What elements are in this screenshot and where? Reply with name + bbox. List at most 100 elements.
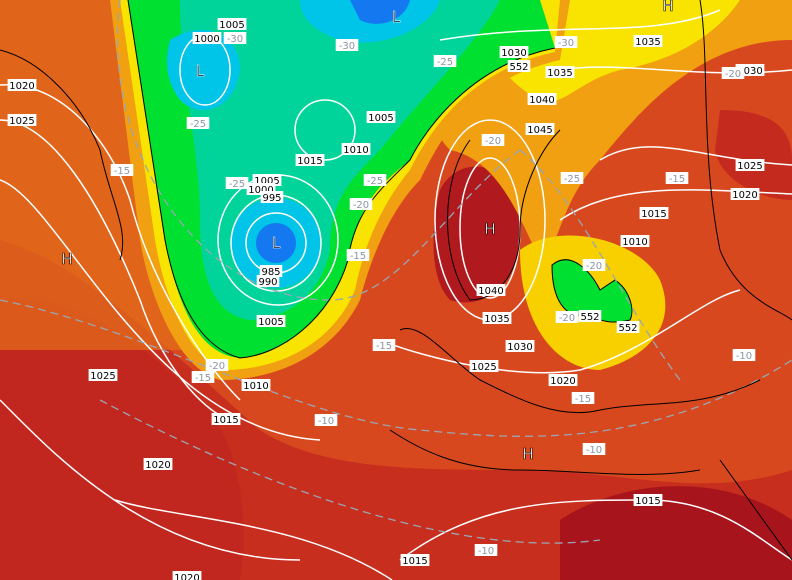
blue-region-low	[256, 223, 296, 263]
isobar-label-box	[295, 154, 325, 166]
isobar-label-box	[7, 79, 37, 91]
isobar-label: 1010	[343, 145, 368, 156]
isobar-label: 1030	[737, 66, 762, 77]
isotherm-label: -15	[669, 174, 685, 185]
isobar-label-box	[507, 60, 531, 72]
isotherm-label-box	[555, 311, 579, 323]
isobar-label-box	[476, 284, 506, 296]
isobar-label: 1020	[550, 376, 575, 387]
coastlines	[0, 0, 792, 561]
isobar-label: 1035	[547, 68, 572, 79]
isotherm-label-box	[223, 32, 247, 44]
isotherm-label-box	[721, 67, 745, 79]
isobar-label-box	[172, 571, 202, 580]
isotherm-label-box	[205, 359, 229, 371]
isobar-label: 1020	[9, 81, 34, 92]
isotherm-label: -30	[558, 38, 574, 49]
isotherm-label-box	[349, 198, 373, 210]
isobar-label-box	[88, 369, 118, 381]
isobar-label: 990	[258, 277, 277, 288]
isotherm-label-box	[665, 172, 689, 184]
isotherm-label: -15	[114, 166, 130, 177]
isobar-label: 1015	[297, 156, 322, 167]
isotherm-label-box	[474, 544, 498, 556]
isobar-label: 1010	[243, 381, 268, 392]
isobar-label-box	[341, 143, 371, 155]
isobar-label: 1035	[635, 37, 660, 48]
isobar-label-box	[259, 265, 283, 277]
isobar-label: 1005	[219, 20, 244, 31]
isobar-label-box	[192, 32, 222, 44]
isobar-label-box	[256, 275, 280, 287]
isotherm-label-box	[582, 259, 606, 271]
isobar-label: 552	[618, 323, 637, 334]
isotherm-label: -20	[586, 261, 602, 272]
dark-red-region-africa	[560, 486, 792, 580]
isotherm-label-box	[582, 443, 606, 455]
isotherm-label: -10	[586, 445, 602, 456]
low-pressure-center: L	[272, 234, 281, 252]
isotherm-label-box	[225, 177, 249, 189]
isobar-label: 1020	[145, 460, 170, 471]
isobar-label: 985	[261, 267, 280, 278]
isotherm-label-box	[481, 134, 505, 146]
low-pressure-center: L	[392, 8, 401, 26]
isotherm-label-box	[314, 414, 338, 426]
isotherm-label-box	[335, 39, 359, 51]
isobar-label: 1020	[732, 190, 757, 201]
isobar-label-box	[525, 123, 555, 135]
isobar-label-box	[735, 159, 765, 171]
isobar-label: 552	[580, 312, 599, 323]
isotherm-label: -20	[725, 69, 741, 80]
isotherm-label: -25	[229, 179, 245, 190]
isobar-label-box	[616, 321, 640, 333]
red-region-russia	[715, 110, 792, 200]
isotherm-label-box	[433, 55, 457, 67]
isobar-label: 1045	[527, 125, 552, 136]
isobar-label: 1030	[507, 342, 532, 353]
isobar-label-box	[7, 114, 37, 126]
blue-region-top	[350, 0, 410, 24]
dark-red-region-scandinavia	[433, 166, 520, 303]
isobar-label: 1015	[213, 415, 238, 426]
high-pressure-center: H	[662, 0, 673, 15]
isotherm-label-box	[191, 371, 215, 383]
isobar-label: 1005	[254, 176, 279, 187]
isotherm-label: -25	[367, 176, 383, 187]
isobar-label: 1025	[737, 161, 762, 172]
isotherm-label: -20	[559, 313, 575, 324]
isobar-label-box	[639, 207, 669, 219]
isotherm-label: -15	[376, 341, 392, 352]
isobar-label-box	[143, 458, 173, 470]
isobar-label-box	[545, 66, 575, 78]
isobar-label: 1015	[641, 209, 666, 220]
isotherm-label-box	[372, 339, 396, 351]
isobar-label-box	[260, 191, 284, 203]
isotherm-label: -30	[339, 41, 355, 52]
isobar-label-box	[633, 35, 663, 47]
isobar-label-box	[505, 340, 535, 352]
isotherm-label: -10	[736, 351, 752, 362]
isotherm-label-box	[363, 174, 387, 186]
isobar-label-box	[256, 315, 286, 327]
isotherm-label-box	[560, 172, 584, 184]
isotherm-label: -10	[318, 416, 334, 427]
isotherm-label: -20	[353, 200, 369, 211]
isotherm-label: -10	[478, 546, 494, 557]
isobar-label-box	[499, 46, 529, 58]
isobar-label: 1005	[258, 317, 283, 328]
isobar-label: 1015	[402, 556, 427, 567]
isobar-label-box	[527, 93, 557, 105]
isobar-label-box	[211, 413, 241, 425]
isobar-label-box	[578, 310, 602, 322]
isobar-label-box	[633, 494, 663, 506]
isotherm-label-box	[732, 349, 756, 361]
isotherm-label: -20	[485, 136, 501, 147]
isotherm-label: -15	[575, 394, 591, 405]
isobar-label: 1010	[622, 237, 647, 248]
isobar-label: 552	[509, 62, 528, 73]
isobar-label: 1035	[484, 314, 509, 325]
isotherm-label-box	[571, 392, 595, 404]
